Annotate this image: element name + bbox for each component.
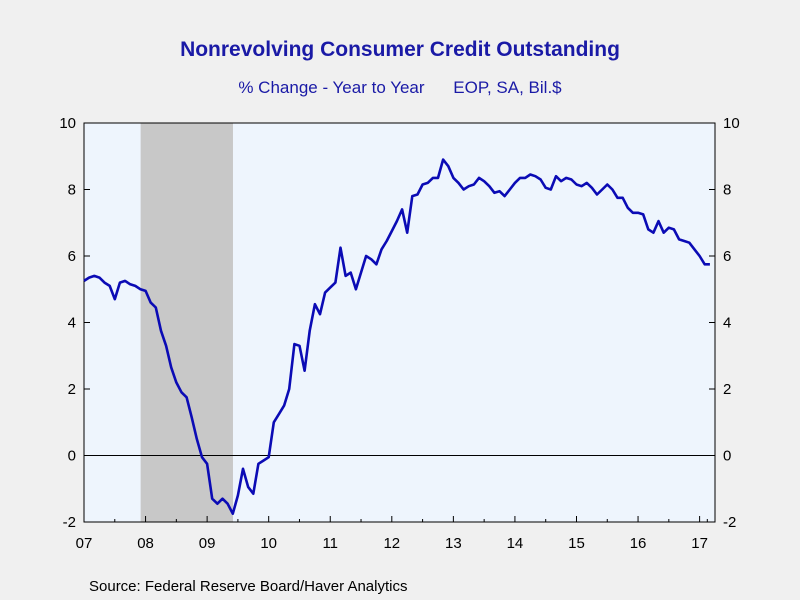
y-tick-label-right: 0 [723, 448, 731, 465]
chart-title: Nonrevolving Consumer Credit Outstanding [180, 38, 620, 61]
y-tick-label-left: 6 [68, 248, 76, 265]
y-tick-label-left: -2 [63, 514, 76, 531]
x-tick-label: 14 [507, 535, 524, 552]
x-tick-label: 12 [383, 535, 400, 552]
source-note: Source: Federal Reserve Board/Haver Anal… [89, 578, 408, 595]
series-line [83, 158, 710, 516]
x-tick-label: 07 [76, 535, 93, 552]
y-tick-label-right: 4 [723, 315, 731, 332]
y-tick-label-left: 0 [68, 448, 76, 465]
x-tick-label: 13 [445, 535, 462, 552]
x-tick-label: 08 [137, 535, 154, 552]
y-tick-label-right: -2 [723, 514, 736, 531]
x-tick-label: 10 [260, 535, 277, 552]
subtitle-units: EOP, SA, Bil.$ [453, 78, 562, 97]
y-tick-label-right: 6 [723, 248, 731, 265]
chart-subtitle: % Change - Year to Year EOP, SA, Bil.$ [0, 78, 800, 98]
y-tick-label-right: 8 [723, 182, 731, 199]
x-tick-label: 09 [199, 535, 216, 552]
subtitle-measure: % Change - Year to Year [238, 78, 425, 97]
y-tick-label-left: 8 [68, 182, 76, 199]
y-tick-label-right: 2 [723, 381, 731, 398]
x-tick-label: 11 [322, 535, 338, 552]
y-tick-label-left: 4 [68, 315, 76, 332]
y-tick-label-left: 10 [59, 115, 76, 132]
recession-band [140, 123, 233, 522]
x-tick-label: 16 [630, 535, 647, 552]
y-tick-label-left: 2 [68, 381, 76, 398]
y-tick-label-right: 10 [723, 115, 740, 132]
x-tick-label: 15 [568, 535, 585, 552]
x-tick-label: 17 [691, 535, 708, 552]
